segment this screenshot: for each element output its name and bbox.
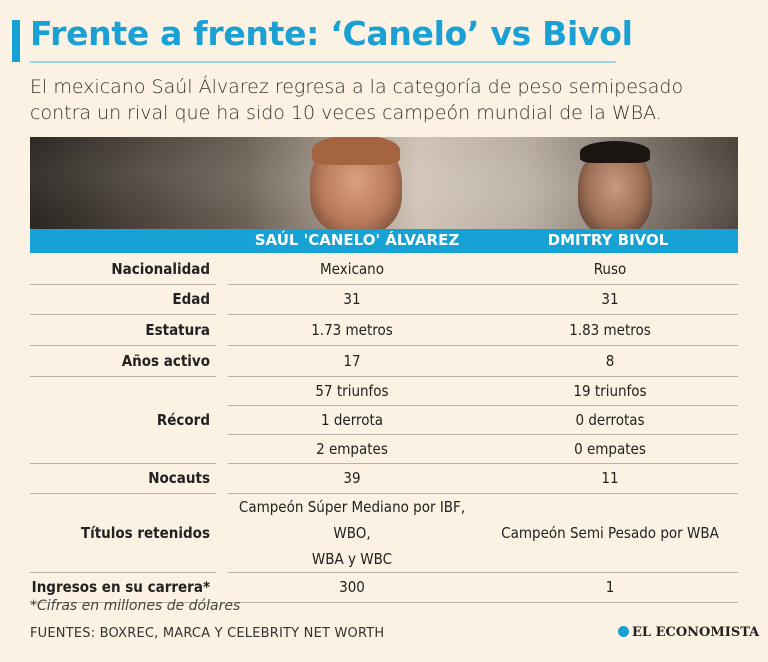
table-row: 2 empates 0 empates (30, 434, 738, 464)
row-label: Títulos retenidos (30, 493, 216, 573)
bivol-value: 31 (482, 284, 738, 315)
fighters-photo-band (30, 137, 738, 229)
sources-line: FUENTES: BOXREC, MARCA Y CELEBRITY NET W… (30, 626, 385, 641)
canelo-value: 2 empates (228, 434, 476, 464)
canelo-titles-line-2: WBA y WBC (311, 549, 393, 568)
bivol-value: 0 empates (482, 434, 738, 464)
bivol-hair (580, 141, 650, 163)
table-row: Nacionalidad Mexicano Ruso (30, 254, 738, 285)
logo-text: EL ECONOMISTA (632, 625, 760, 640)
column-header-canelo: SAÚL 'CANELO' ÁLVAREZ (254, 231, 460, 249)
table-row: Ingresos en su carrera* 300 1 (30, 572, 738, 603)
canelo-value: 31 (228, 284, 476, 315)
row-label: Años activo (30, 345, 216, 377)
canelo-value: 1.73 metros (228, 314, 476, 346)
bivol-value: Campeón Semi Pesado por WBA (482, 493, 738, 573)
canelo-value: 300 (228, 572, 476, 603)
canelo-value: 1 derrota (228, 405, 476, 435)
page-title: Frente a frente: ‘Canelo’ vs Bivol (30, 14, 633, 53)
canelo-value: Campeón Súper Mediano por IBF, WBO, WBA … (228, 493, 476, 573)
bivol-value: 0 derrotas (482, 405, 738, 435)
canelo-titles-line-1: Campeón Súper Mediano por IBF, WBO, (238, 497, 466, 542)
table-row: Años activo 17 8 (30, 345, 738, 377)
row-label: Ingresos en su carrera* (30, 572, 216, 603)
publisher-logo: EL ECONOMISTA (618, 625, 759, 640)
bivol-value: 11 (482, 463, 738, 494)
subtitle: El mexicano Saúl Álvarez regresa a la ca… (30, 76, 684, 124)
column-header-bivol: DMITRY BIVOL (547, 231, 669, 249)
canelo-hair (312, 137, 400, 165)
bivol-value: 19 triunfos (482, 376, 738, 406)
canelo-value: Mexicano (228, 254, 476, 285)
table-row: Edad 31 31 (30, 284, 738, 315)
comparison-table: Nacionalidad Mexicano Ruso Edad 31 31 Es… (30, 254, 738, 603)
logo-icon (618, 626, 629, 637)
table-header: SAÚL 'CANELO' ÁLVAREZ DMITRY BIVOL (30, 229, 738, 253)
row-label: Estatura (30, 314, 216, 346)
row-label: Récord (30, 376, 216, 464)
table-row: Récord 57 triunfos 19 triunfos (30, 376, 738, 464)
table-row: Nocauts 39 11 (30, 463, 738, 494)
table-row: Títulos retenidos Campeón Súper Mediano … (30, 493, 738, 573)
row-label: Edad (30, 284, 216, 315)
bivol-value: 1 (482, 572, 738, 603)
title-accent-bar (12, 20, 20, 62)
footnote: *Cifras en millones de dólares (30, 598, 241, 614)
title-underline (30, 61, 616, 63)
canelo-value: 17 (228, 345, 476, 377)
canelo-value: 57 triunfos (228, 376, 476, 406)
table-row: Estatura 1.73 metros 1.83 metros (30, 314, 738, 346)
table-row: 1 derrota 0 derrotas (30, 405, 738, 435)
bivol-value: 1.83 metros (482, 314, 738, 346)
bivol-value: Ruso (482, 254, 738, 285)
bivol-value: 8 (482, 345, 738, 377)
row-label: Nocauts (30, 463, 216, 494)
canelo-value: 39 (228, 463, 476, 494)
row-label: Nacionalidad (30, 254, 216, 285)
